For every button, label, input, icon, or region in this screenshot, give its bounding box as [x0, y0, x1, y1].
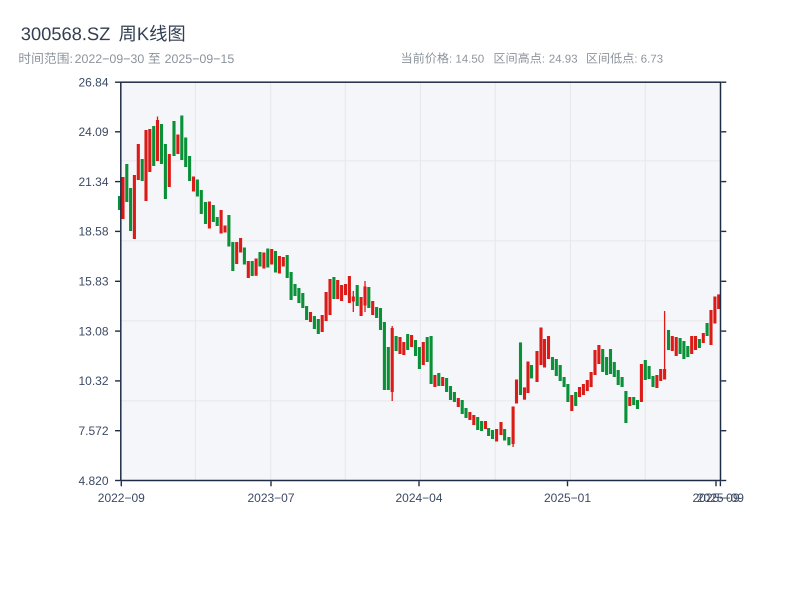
- svg-text:13.08: 13.08: [78, 324, 108, 338]
- svg-text:7.572: 7.572: [78, 424, 108, 438]
- svg-text:18.58: 18.58: [78, 225, 108, 239]
- svg-text:2025−09: 2025−09: [692, 491, 739, 505]
- svg-text:10.32: 10.32: [78, 374, 108, 388]
- svg-text:21.34: 21.34: [78, 175, 108, 189]
- svg-text:26.84: 26.84: [78, 76, 108, 90]
- svg-text:2023−07: 2023−07: [247, 491, 294, 505]
- svg-text:4.820: 4.820: [78, 474, 108, 488]
- svg-text:15.83: 15.83: [78, 275, 108, 289]
- svg-text:2025−09: 2025−09: [697, 491, 744, 505]
- svg-text:2024−04: 2024−04: [395, 491, 442, 505]
- svg-text:2022−09: 2022−09: [98, 491, 145, 505]
- svg-text:24.09: 24.09: [78, 125, 108, 139]
- svg-text:2025−01: 2025−01: [544, 491, 591, 505]
